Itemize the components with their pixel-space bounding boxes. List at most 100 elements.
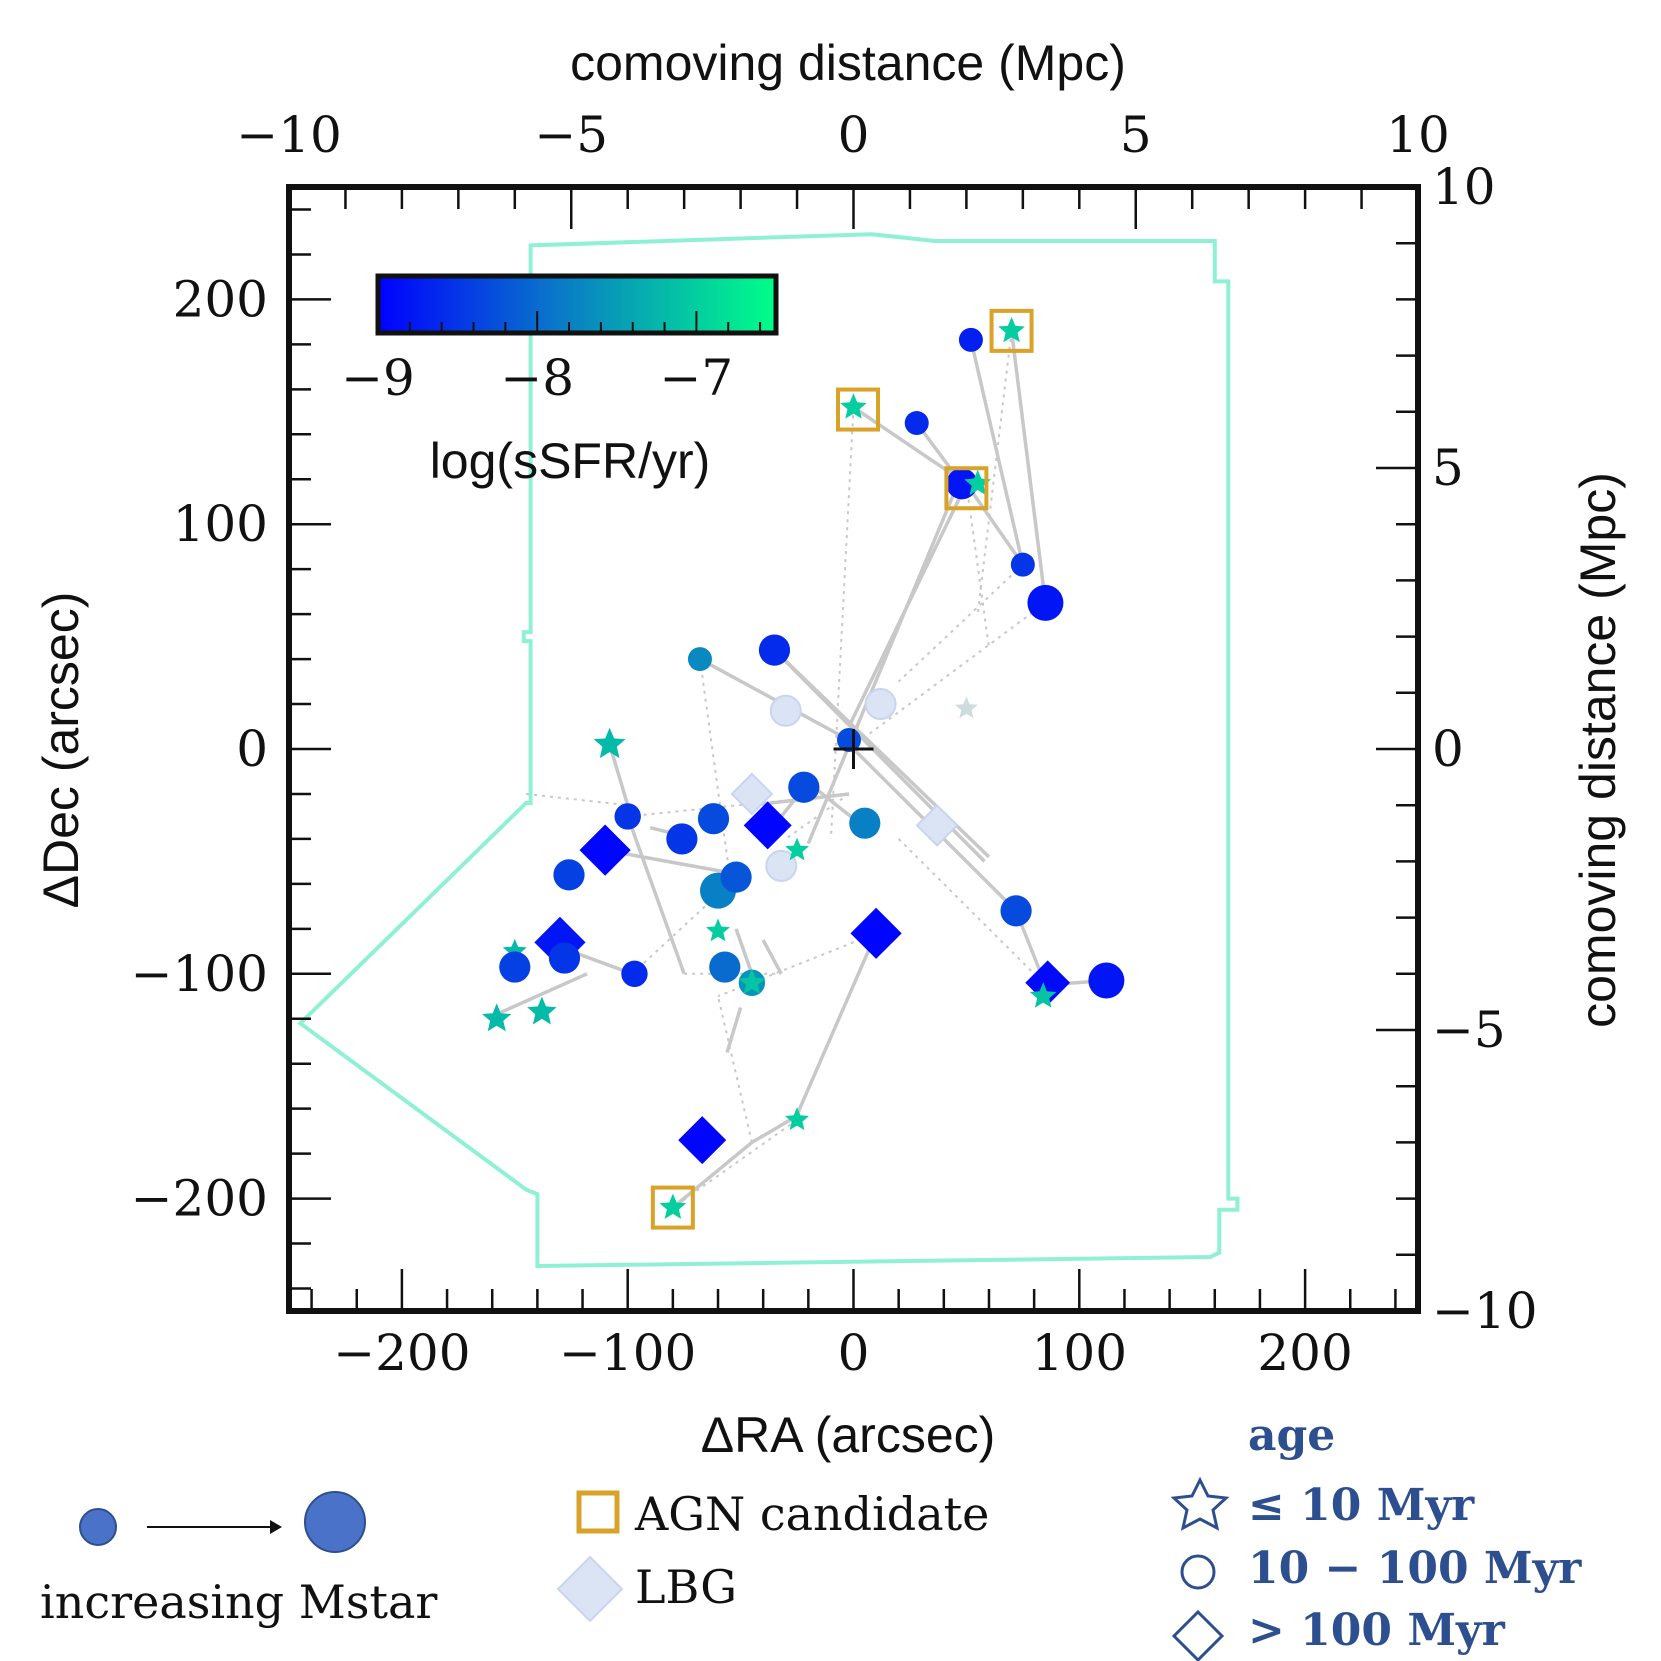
survey-footprint (297, 232, 1240, 1269)
age-item-1-label: ≤ 10 Myr (1248, 1480, 1475, 1531)
age-legend-title: age (1248, 1410, 1335, 1461)
dotted-link (631, 883, 730, 975)
galaxy-point (946, 468, 978, 500)
colorbar-gradient (375, 273, 779, 336)
y-tick-label: 100 (173, 495, 268, 553)
galaxy-point (840, 393, 867, 419)
y-tick-label: −200 (131, 1170, 268, 1228)
y-tick-label: 0 (236, 720, 268, 778)
dotted-link (848, 602, 1047, 750)
galaxy-point (579, 824, 631, 876)
galaxy-point (958, 327, 983, 352)
galaxy-point (850, 907, 902, 959)
mass-legend: increasing Mstar (40, 1491, 437, 1629)
solid-link (751, 1118, 792, 1144)
galaxy-point (548, 942, 581, 974)
dotted-link (525, 792, 628, 807)
solid-link (607, 744, 630, 806)
solid-link (496, 972, 588, 1016)
dotted-link (717, 996, 753, 1143)
galaxy-point (1027, 584, 1064, 621)
solid-link (626, 815, 686, 975)
dotted-link (965, 483, 990, 648)
solid-link (734, 928, 754, 975)
dotted-link (976, 330, 1013, 615)
points-layer (482, 316, 1125, 1219)
y-tick-label: 200 (173, 270, 268, 328)
colorbar-tick-label: −7 (660, 349, 734, 407)
top-tick-label: 10 (1386, 106, 1450, 164)
right-tick-label: 10 (1432, 158, 1496, 216)
top-tick-label: 5 (1120, 106, 1152, 164)
mass-legend-label: increasing Mstar (40, 1575, 437, 1629)
age-diamond-icon (1171, 1609, 1225, 1661)
galaxy-point (904, 411, 929, 436)
agn-candidate-box (836, 387, 881, 432)
lbg-point (915, 804, 959, 847)
galaxy-point (1010, 552, 1035, 577)
galaxy-point (964, 469, 991, 496)
agn-candidate-box (650, 1185, 695, 1230)
right-tick-label: 0 (1432, 720, 1464, 778)
colorbar: −9 −8 −7 log(sSFR/yr) (341, 273, 779, 489)
age-star-icon (1170, 1476, 1230, 1531)
solid-link (725, 1007, 743, 1053)
galaxy-point (593, 727, 626, 759)
center-marker (833, 729, 874, 769)
galaxy-point (687, 647, 712, 672)
top-tick-label: −5 (534, 106, 608, 164)
colorbar-title: log(sSFR/yr) (430, 433, 711, 489)
age-legend: age ≤ 10 Myr 10 − 100 Myr > 100 Myr (1170, 1410, 1582, 1661)
agn-legend-label: AGN candidate (634, 1487, 989, 1541)
x-tick-label: 200 (1257, 1324, 1352, 1382)
lbg-point (955, 696, 978, 719)
mass-arrow-head (270, 1520, 282, 1534)
galaxy-point (709, 951, 741, 983)
solid-link (1009, 330, 1048, 604)
dotted-link (897, 838, 1047, 986)
galaxy-point (785, 1107, 809, 1131)
solid-link (969, 339, 1025, 566)
x-tick-label: −100 (559, 1324, 696, 1382)
small-mass-marker (79, 1508, 117, 1546)
dotted-link (698, 658, 731, 873)
galaxy-point (1000, 895, 1032, 927)
age-circle-icon (1180, 1554, 1216, 1590)
galaxy-point (1029, 982, 1057, 1008)
galaxy-point (738, 968, 766, 995)
age-item-3-label: > 100 Myr (1248, 1605, 1506, 1656)
galaxy-point (706, 918, 730, 942)
x-tick-label: 0 (838, 1324, 870, 1382)
colorbar-tick-label: −9 (341, 349, 415, 407)
ticks-layer (287, 185, 1420, 1313)
lbg-point (765, 849, 798, 882)
galaxy-point (482, 1003, 512, 1032)
x-axis-title: ΔRA (arcsec) (701, 1407, 996, 1463)
galaxy-point (788, 771, 820, 803)
lbg-legend-diamond (556, 1555, 624, 1623)
galaxy-point (720, 861, 752, 893)
galaxy-point (678, 1116, 727, 1165)
right-tick-label: 5 (1432, 439, 1464, 497)
solid-link (671, 1141, 754, 1209)
right-tick-label: −10 (1432, 1282, 1538, 1340)
age-item-2-label: 10 − 100 Myr (1248, 1543, 1582, 1594)
agn-layer (650, 308, 1034, 1230)
agn-legend-box (576, 1490, 620, 1534)
top-tick-label: −10 (236, 106, 342, 164)
solid-link (806, 489, 957, 845)
galaxy-point (659, 1193, 687, 1219)
lbg-point (864, 688, 897, 721)
lbg-point (769, 694, 802, 727)
footprint-layer (297, 232, 1240, 1269)
galaxy-point (849, 807, 881, 839)
galaxy-point (527, 996, 557, 1025)
galaxy-point (785, 837, 809, 861)
galaxy-point (553, 859, 585, 891)
large-mass-marker (304, 1491, 366, 1553)
lbg-layer (730, 688, 978, 882)
galaxy-point (499, 951, 531, 983)
lbg-legend-label: LBG (635, 1560, 737, 1614)
